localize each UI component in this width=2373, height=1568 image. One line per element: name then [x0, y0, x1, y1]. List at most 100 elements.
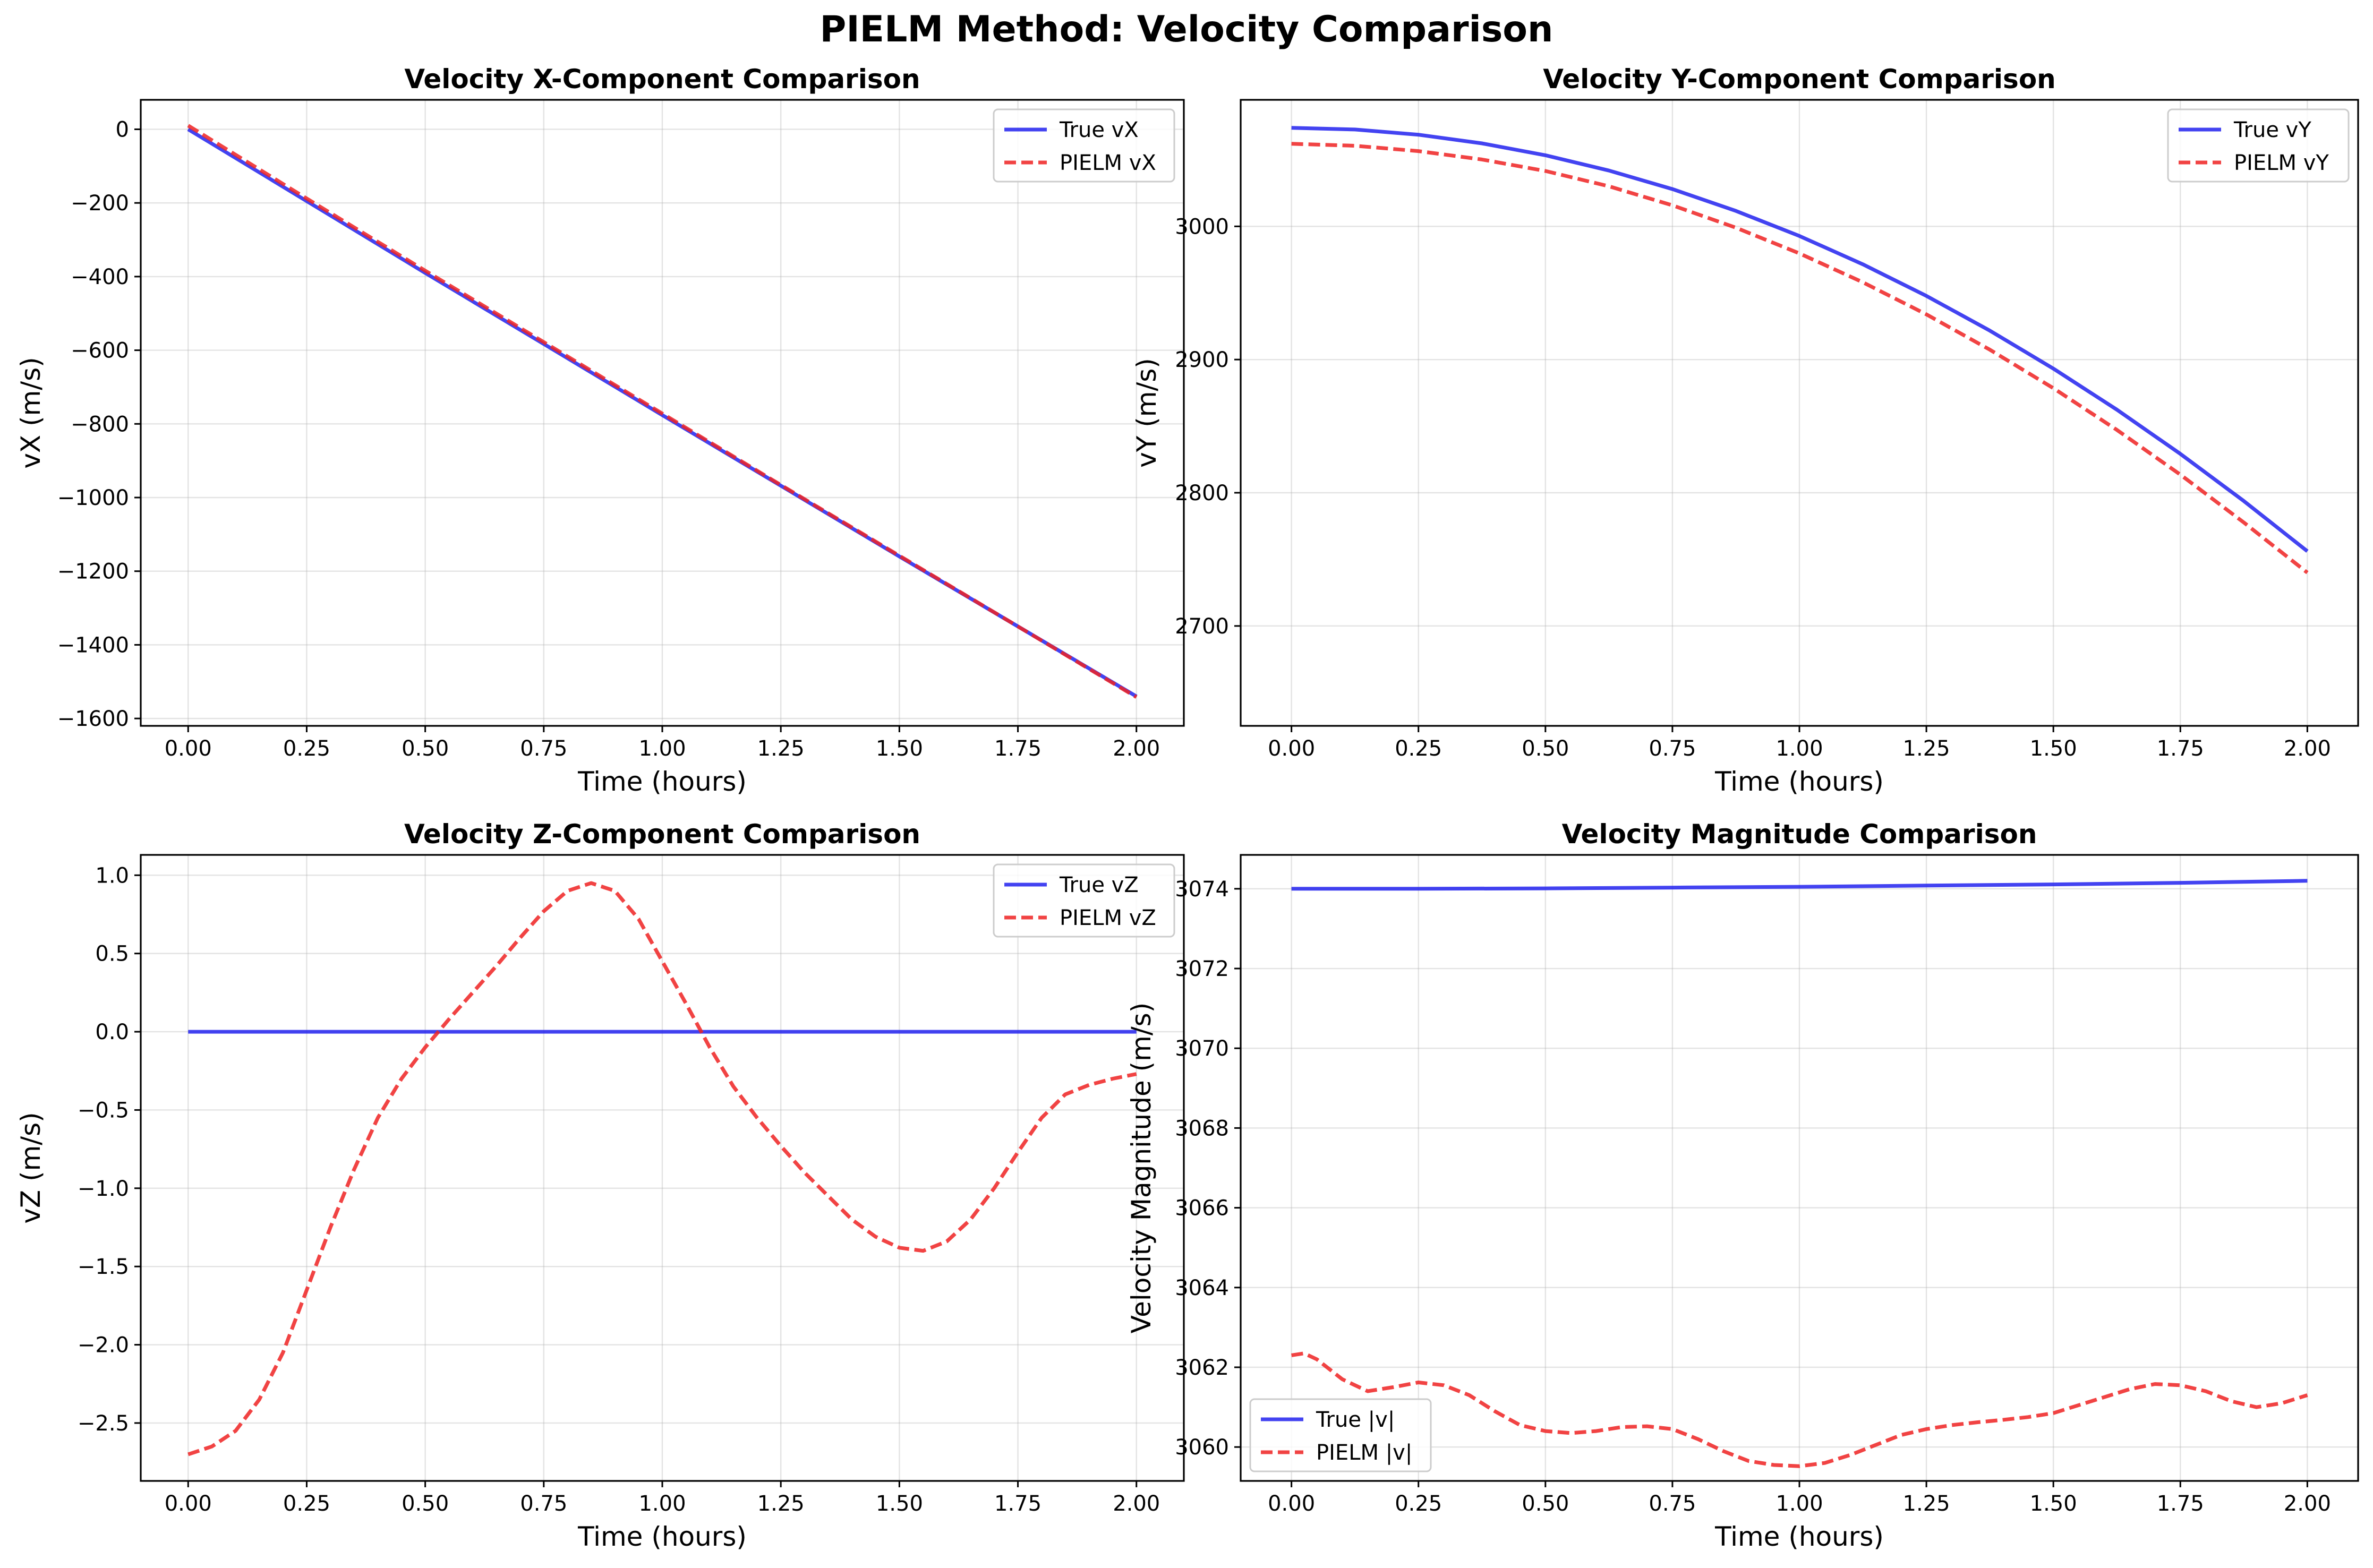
y-tick-label: −200: [71, 191, 129, 216]
y-axis-label: vY (m/s): [1131, 358, 1162, 468]
y-tick-label: 3074: [1175, 877, 1229, 902]
y-tick-label: −2.5: [78, 1411, 129, 1436]
series-line-pielm-vy: [1291, 142, 2309, 575]
x-tick-label: 1.00: [638, 736, 686, 761]
y-axis-label: Velocity Magnitude (m/s): [1126, 1003, 1157, 1333]
x-axis-label: Time (hours): [1714, 1521, 1884, 1552]
y-tick-label: 3072: [1175, 957, 1229, 981]
x-tick-label: 0.00: [1268, 736, 1315, 761]
plot-frame: [1240, 99, 2359, 727]
panel-title: Velocity Y-Component Comparison: [1543, 64, 2056, 95]
legend-label: PIELM vY: [2234, 151, 2329, 175]
legend-label: PIELM vZ: [1060, 906, 1156, 930]
y-tick-label: −0.5: [78, 1098, 129, 1123]
x-axis-label: Time (hours): [577, 766, 747, 797]
x-tick-label: 0.25: [1395, 736, 1442, 761]
legend-label: True vZ: [1059, 873, 1139, 897]
x-tick-label: 0.50: [1522, 1492, 1569, 1516]
x-tick-label: 1.25: [757, 1492, 805, 1516]
x-tick-label: 1.00: [1776, 1492, 1823, 1516]
y-tick-label: 3066: [1175, 1196, 1229, 1221]
series-line-true-vy: [1291, 126, 2309, 553]
legend: True vX PIELM vX: [993, 108, 1175, 183]
x-tick-label: 1.50: [2030, 736, 2077, 761]
x-tick-label: 2.00: [1113, 736, 1160, 761]
panel-velocity-magnitude: 0.00 0.25 0.50 0.75 1.00 1.25 1.50 1.75 2.00 3060…: [1126, 819, 2359, 1552]
y-tick-label: 0: [116, 117, 129, 142]
x-tick-label: 0.25: [283, 1492, 330, 1516]
x-tick-label: 0.50: [402, 736, 449, 761]
panel-velocity-z: 0.00 0.25 0.50 0.75 1.00 1.25 1.50 1.75 2.00 1.0 0…: [15, 819, 1185, 1552]
x-tick-label: 1.75: [2157, 736, 2204, 761]
y-tick-label: −800: [71, 412, 129, 436]
y-tick-label: −1600: [57, 707, 129, 731]
y-tick-label: 3062: [1175, 1356, 1229, 1380]
y-tick-label: −600: [71, 339, 129, 363]
x-tick-label: 1.75: [994, 736, 1042, 761]
x-axis-label: Time (hours): [1714, 766, 1884, 797]
x-tick-label: 0.75: [520, 736, 567, 761]
y-tick-label: 3000: [1175, 215, 1229, 239]
x-tick-label: 0.75: [520, 1492, 567, 1516]
x-tick-label: 1.25: [1903, 1492, 1950, 1516]
figure-title: PIELM Method: Velocity Comparison: [820, 8, 1553, 50]
y-tick-label: 3070: [1175, 1036, 1229, 1061]
y-tick-label: −1.5: [78, 1255, 129, 1279]
series-line-pielm-vz: [187, 881, 1137, 1456]
legend: True vY PIELM vY: [2167, 108, 2350, 183]
y-tick-label: −1.0: [78, 1177, 129, 1201]
legend: True vZ PIELM vZ: [993, 863, 1175, 938]
y-tick-label: −2.0: [78, 1333, 129, 1358]
x-tick-label: 0.25: [283, 736, 330, 761]
x-tick-label: 0.50: [402, 1492, 449, 1516]
x-tick-label: 2.00: [1113, 1492, 1160, 1516]
series-line-pielm-vx: [187, 124, 1138, 699]
y-tick-label: 3064: [1175, 1276, 1229, 1300]
panel-title: Velocity Magnitude Comparison: [1562, 819, 2037, 850]
y-tick-label: 2700: [1175, 614, 1229, 639]
x-tick-label: 0.00: [165, 1492, 212, 1516]
series-line-true-v: [1291, 879, 2308, 891]
y-tick-label: 3068: [1175, 1116, 1229, 1141]
x-tick-label: 1.00: [638, 1492, 686, 1516]
x-tick-label: 1.50: [2030, 1492, 2077, 1516]
panel-title: Velocity Z-Component Comparison: [404, 819, 920, 850]
legend-label: PIELM vX: [1060, 151, 1156, 175]
plot-frame: [1240, 854, 2359, 1482]
y-tick-label: 2900: [1175, 348, 1229, 372]
y-tick-label: 0.5: [95, 942, 129, 966]
legend-label: True |v|: [1316, 1408, 1395, 1432]
y-tick-label: 1.0: [95, 863, 129, 888]
y-tick-label: −1200: [57, 560, 129, 584]
x-axis-label: Time (hours): [577, 1521, 747, 1552]
panel-title: Velocity X-Component Comparison: [404, 64, 920, 95]
y-axis-label: vZ (m/s): [15, 1112, 46, 1223]
x-tick-label: 0.00: [165, 736, 212, 761]
x-tick-label: 1.50: [876, 1492, 923, 1516]
x-tick-label: 0.00: [1268, 1492, 1315, 1516]
x-tick-label: 1.50: [876, 736, 923, 761]
plot-frame: [140, 854, 1185, 1482]
panel-velocity-x: 0.00 0.25 0.50 0.75 1.00 1.25 1.50 1.75 2.00 0 −20…: [15, 64, 1185, 797]
x-tick-label: 0.25: [1395, 1492, 1442, 1516]
legend-label: True vX: [1059, 118, 1139, 142]
legend-label: True vY: [2233, 118, 2311, 142]
panel-velocity-y: 0.00 0.25 0.50 0.75 1.00 1.25 1.50 1.75 2.00 2700…: [1131, 64, 2359, 797]
y-tick-label: −1400: [57, 633, 129, 657]
x-tick-label: 2.00: [2284, 736, 2331, 761]
y-tick-label: 0.0: [95, 1020, 129, 1044]
x-tick-label: 1.25: [1903, 736, 1950, 761]
series-line-pielm-v: [1291, 1351, 2308, 1468]
y-axis-label: vX (m/s): [15, 357, 46, 468]
legend-label: PIELM |v|: [1316, 1441, 1412, 1465]
x-tick-label: 0.75: [1649, 736, 1696, 761]
x-tick-label: 0.75: [1649, 1492, 1696, 1516]
x-tick-label: 1.25: [757, 736, 805, 761]
x-tick-label: 1.75: [2157, 1492, 2204, 1516]
y-tick-label: 3060: [1175, 1435, 1229, 1460]
plot-frame: [140, 99, 1185, 727]
y-tick-label: −400: [71, 265, 129, 289]
legend: True |v| PIELM |v|: [1249, 1398, 1432, 1472]
